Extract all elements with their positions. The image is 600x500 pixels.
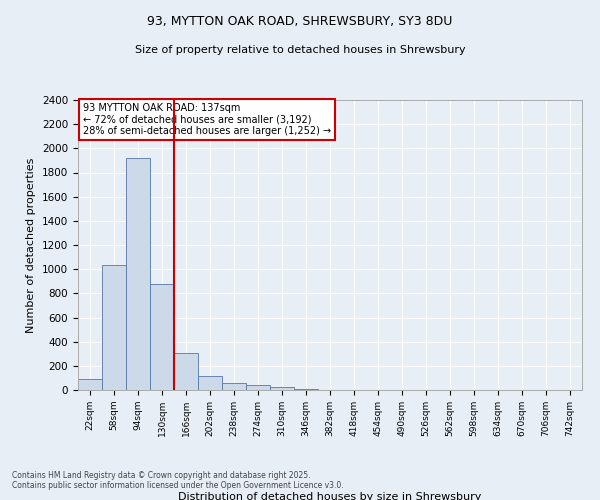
Bar: [270, 386, 294, 390]
Bar: [150, 284, 174, 390]
Text: 93 MYTTON OAK ROAD: 137sqm
← 72% of detached houses are smaller (3,192)
28% of s: 93 MYTTON OAK ROAD: 137sqm ← 72% of deta…: [83, 103, 331, 136]
Bar: [222, 384, 246, 390]
Bar: [174, 352, 198, 390]
Bar: [102, 265, 126, 390]
Text: 93, MYTTON OAK ROAD, SHREWSBURY, SY3 8DU: 93, MYTTON OAK ROAD, SHREWSBURY, SY3 8DU: [148, 15, 452, 28]
Bar: [198, 376, 222, 390]
Bar: [294, 388, 318, 390]
Text: Contains HM Land Registry data © Crown copyright and database right 2025.
Contai: Contains HM Land Registry data © Crown c…: [12, 470, 344, 490]
Y-axis label: Number of detached properties: Number of detached properties: [26, 158, 37, 332]
Text: Size of property relative to detached houses in Shrewsbury: Size of property relative to detached ho…: [134, 45, 466, 55]
Bar: [126, 158, 150, 390]
X-axis label: Distribution of detached houses by size in Shrewsbury: Distribution of detached houses by size …: [178, 492, 482, 500]
Bar: [78, 379, 102, 390]
Bar: [246, 384, 270, 390]
